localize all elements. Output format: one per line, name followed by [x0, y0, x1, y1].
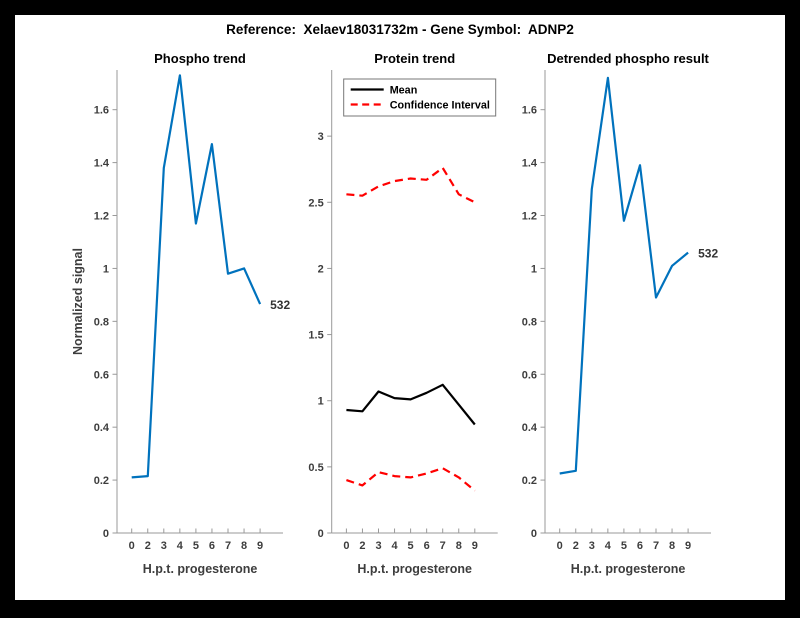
y-tick-label: 0.6: [522, 369, 537, 381]
y-axis-label: Normalized signal: [71, 248, 85, 355]
x-axis-label: H.p.t. progesterone: [143, 562, 258, 576]
x-tick-label: 0: [343, 540, 349, 552]
y-tick-label: 0.8: [94, 316, 109, 328]
y-tick-label: 1.2: [522, 211, 537, 223]
y-tick-label: 1.2: [94, 211, 109, 223]
legend-label: Confidence Interval: [390, 100, 490, 112]
y-tick-label: 1.5: [308, 330, 323, 342]
subplot-title: Protein trend: [374, 51, 455, 66]
mean-line: [346, 383, 476, 426]
y-tick-label: 1.4: [94, 158, 110, 170]
y-tick-label: 0.8: [522, 316, 537, 328]
x-tick-label: 9: [472, 540, 478, 552]
x-tick-label: 3: [375, 540, 381, 552]
legend-label: Mean: [390, 85, 418, 97]
subplot-title: Detrended phospho result: [547, 51, 709, 66]
y-tick-label: 0.6: [94, 369, 109, 381]
x-tick-label: 3: [589, 540, 595, 552]
x-axis-label: H.p.t. progesterone: [357, 562, 472, 576]
x-tick-label: 2: [145, 540, 151, 552]
detrended-line: [559, 76, 689, 475]
x-tick-label: 2: [359, 540, 365, 552]
x-tick-label: 2: [573, 540, 579, 552]
x-tick-label: 6: [424, 540, 430, 552]
y-tick-label: 1: [103, 263, 109, 275]
plots-svg: 0 2 3 4 5 6 7 8 900.20.40.60.811.21.41.6Phospho …: [71, 51, 719, 576]
y-tick-label: 0.4: [94, 422, 110, 434]
y-tick-label: 3: [318, 131, 324, 143]
y-tick-label: 2.5: [308, 197, 323, 209]
x-tick-label: 9: [257, 540, 263, 552]
x-tick-label: 8: [669, 540, 675, 552]
x-tick-label: 8: [456, 540, 462, 552]
ci-upper-line: [346, 166, 476, 204]
point-label-532: 532: [270, 298, 290, 312]
y-tick-label: 1.4: [522, 158, 538, 170]
y-tick-label: 1.6: [522, 105, 537, 117]
figure-canvas: Reference: Xelaev18031732m - Gene Symbol…: [15, 15, 785, 600]
phospho-line: [131, 74, 262, 479]
x-tick-label: 4: [177, 540, 184, 552]
y-tick-label: 0.5: [308, 462, 323, 474]
x-axis-label: H.p.t. progesterone: [571, 562, 686, 576]
y-tick-label: 0: [318, 528, 324, 540]
x-tick-label: 4: [391, 540, 398, 552]
x-tick-label: 7: [225, 540, 231, 552]
x-tick-label: 4: [605, 540, 612, 552]
x-tick-label: 6: [637, 540, 643, 552]
x-tick-label: 6: [209, 540, 215, 552]
y-tick-label: 2: [318, 263, 324, 275]
y-tick-label: 1: [531, 263, 537, 275]
y-tick-label: 0.4: [522, 422, 538, 434]
y-tick-label: 0.2: [522, 475, 537, 487]
x-tick-label: 5: [408, 540, 414, 552]
point-label-532: 532: [698, 247, 718, 261]
y-tick-label: 0: [531, 528, 537, 540]
y-tick-label: 1: [318, 396, 324, 408]
x-tick-label: 7: [440, 540, 446, 552]
x-tick-label: 0: [129, 540, 135, 552]
y-tick-label: 0: [103, 528, 109, 540]
x-tick-label: 9: [685, 540, 691, 552]
y-tick-label: 0.2: [94, 475, 109, 487]
x-tick-label: 3: [161, 540, 167, 552]
ci-lower-line: [346, 467, 476, 492]
x-tick-label: 7: [653, 540, 659, 552]
y-tick-label: 1.6: [94, 105, 109, 117]
figure-title: Reference: Xelaev18031732m - Gene Symbol…: [226, 22, 574, 37]
x-tick-label: 8: [241, 540, 247, 552]
phospho-trend-plot: 0 2 3 4 5 6 7 8 900.20.40.60.811.21.41.6Phospho …: [71, 51, 290, 576]
x-tick-label: 0: [557, 540, 563, 552]
detrended-phospho-result-plot: 0 2 3 4 5 6 7 8 900.20.40.60.811.21.41.6Detrende…: [522, 51, 719, 576]
x-tick-label: 5: [193, 540, 199, 552]
x-tick-label: 5: [621, 540, 627, 552]
legend: Mean Confidence Interval: [343, 78, 497, 117]
subplot-title: Phospho trend: [154, 51, 246, 66]
legend-box: [343, 78, 497, 117]
